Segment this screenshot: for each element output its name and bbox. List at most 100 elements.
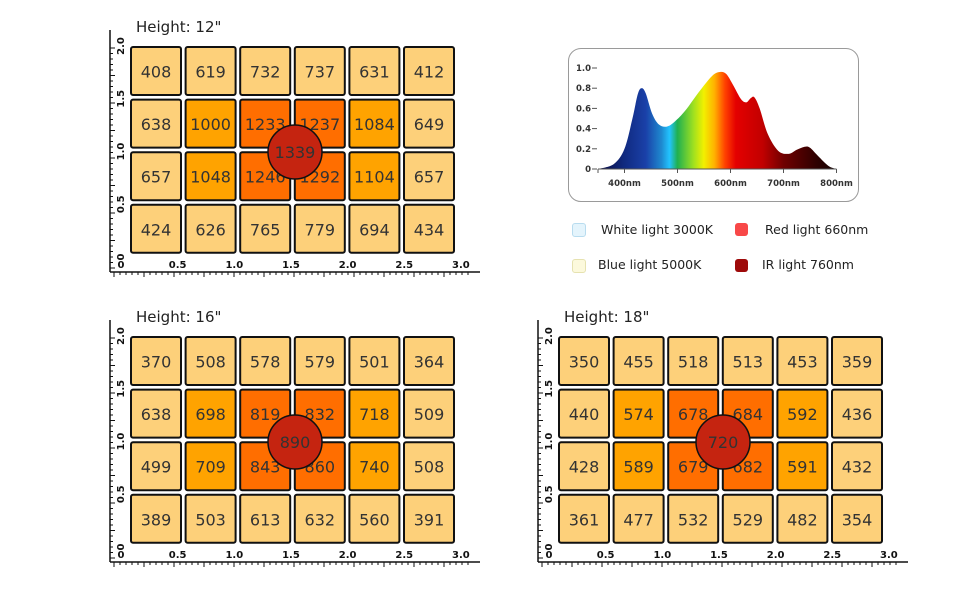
heatmap-cell	[130, 203, 182, 254]
x-tick-label: 0.5	[169, 260, 187, 271]
cell-value: 631	[359, 63, 390, 82]
center-marker	[695, 414, 751, 470]
heatmap-cell	[348, 336, 401, 386]
panel-title: Height: 16"	[136, 308, 222, 326]
heatmap-height-18: Height: 18" 0 0.5 1.0 1.5 2.0 2.5 3.0 0 0.5 1.0 1.…	[528, 308, 918, 580]
heatmap-cell	[293, 203, 346, 254]
legend-label-blue: Blue light 5000K	[598, 257, 702, 272]
heatmap-cell	[612, 336, 665, 386]
heatmap-cell	[348, 493, 401, 544]
cell-value: 819	[250, 405, 281, 424]
heatmap-cell	[130, 98, 182, 149]
heatmap-cell	[831, 441, 883, 492]
heatmap-cell	[558, 493, 610, 544]
heatmap-cell	[831, 388, 883, 439]
heatmap-cell	[348, 98, 401, 149]
cell-value: 350	[569, 353, 600, 372]
cell-value: 1048	[190, 168, 231, 187]
heatmap-cell	[403, 388, 455, 439]
spectrum-y-tick-label: 0.6	[576, 104, 591, 114]
heatmap-cell	[403, 493, 455, 544]
heatmap-cell	[403, 46, 455, 96]
cell-value: 424	[141, 220, 172, 239]
heatmap-cell	[130, 46, 182, 96]
cell-value: 391	[414, 510, 445, 529]
cell-value: 765	[250, 220, 281, 239]
spectrum-x-tick-label: 700nm	[767, 179, 800, 189]
cell-value: 359	[842, 353, 873, 372]
center-value: 890	[280, 433, 311, 452]
cell-value: 632	[305, 510, 336, 529]
heatmap-cell	[558, 388, 610, 439]
heatmap-cell	[293, 46, 346, 96]
heatmap-cell	[403, 336, 455, 386]
cell-value: 503	[195, 510, 226, 529]
heatmap-cell	[776, 493, 829, 544]
spectrum-y-tick-label: 0	[585, 165, 591, 175]
heatmap-cell	[239, 493, 292, 544]
heatmap-cell	[184, 203, 237, 254]
panel-title: Height: 12"	[136, 18, 222, 36]
heatmap-cell	[721, 336, 774, 386]
heatmap-plot: 0 0.5 1.0 1.5 2.0 2.5 3.0 0 0.5 1.0 1.5 2.0 408 619 73…	[109, 30, 480, 277]
x-tick-label: 0.5	[597, 550, 615, 561]
heatmap-height-16: Height: 16" 0 0.5 1.0 1.5 2.0 2.5 3.0 0 0.5 1.0 1.…	[100, 308, 490, 580]
cell-value: 678	[678, 405, 709, 424]
y-tick-label: 0	[544, 543, 555, 550]
heatmap-cell	[831, 493, 883, 544]
legend-swatch-blue	[572, 259, 586, 273]
spectrum-y-tick-label: 0.2	[576, 145, 591, 155]
cell-value: 626	[195, 220, 226, 239]
y-tick-label: 2.0	[116, 327, 127, 345]
cell-value: 613	[250, 510, 281, 529]
heatmap-cell	[348, 441, 401, 492]
cell-value: 361	[569, 510, 600, 529]
cell-value: 518	[678, 353, 709, 372]
cell-value: 1000	[190, 115, 231, 134]
cell-value: 412	[414, 63, 445, 82]
heatmap-cell	[130, 336, 182, 386]
cell-value: 477	[623, 510, 654, 529]
spectrum-y-tick-label: 0.4	[576, 125, 591, 135]
x-tick-label: 2.0	[339, 550, 357, 561]
heatmap-cell	[776, 388, 829, 439]
heatmap-cell	[667, 493, 720, 544]
heatmap-cell	[184, 98, 237, 149]
heatmap-cell	[831, 336, 883, 386]
cell-value: 370	[141, 353, 172, 372]
cell-value: 638	[141, 405, 172, 424]
heatmap-cell	[130, 151, 182, 202]
center-marker	[267, 124, 323, 180]
cell-value: 455	[623, 353, 654, 372]
x-tick-label: 2.0	[767, 550, 785, 561]
cell-value: 698	[195, 405, 226, 424]
y-tick-label: 1.0	[116, 143, 127, 161]
heatmap-cell	[612, 493, 665, 544]
y-tick-label: 0.5	[544, 485, 555, 503]
cell-value: 508	[414, 458, 445, 477]
cell-value: 389	[141, 510, 172, 529]
heatmap-cell	[776, 441, 829, 492]
x-tick-label: 0	[118, 550, 125, 561]
heatmap-cell	[403, 203, 455, 254]
y-tick-label: 1.0	[544, 433, 555, 451]
x-tick-label: 1.5	[282, 550, 300, 561]
legend-label-red: Red light 660nm	[765, 222, 869, 237]
cell-value: 740	[359, 458, 390, 477]
cell-value: 513	[733, 353, 764, 372]
cell-value: 1246	[245, 168, 286, 187]
y-tick-label: 0	[116, 253, 127, 260]
spectrum-area	[598, 71, 837, 169]
cell-value: 499	[141, 458, 172, 477]
center-marker	[267, 414, 323, 470]
heatmap-cell	[184, 336, 237, 386]
cell-value: 709	[195, 458, 226, 477]
heatmap-cell	[721, 493, 774, 544]
y-tick-label: 1.5	[116, 380, 127, 398]
legend-swatch-white	[572, 223, 586, 237]
spectrum-y-tick-label: 0.8	[576, 84, 591, 94]
heatmap-cell	[130, 493, 182, 544]
heatmap-cell	[184, 493, 237, 544]
center-value: 720	[708, 433, 739, 452]
y-tick-label: 0	[116, 543, 127, 550]
